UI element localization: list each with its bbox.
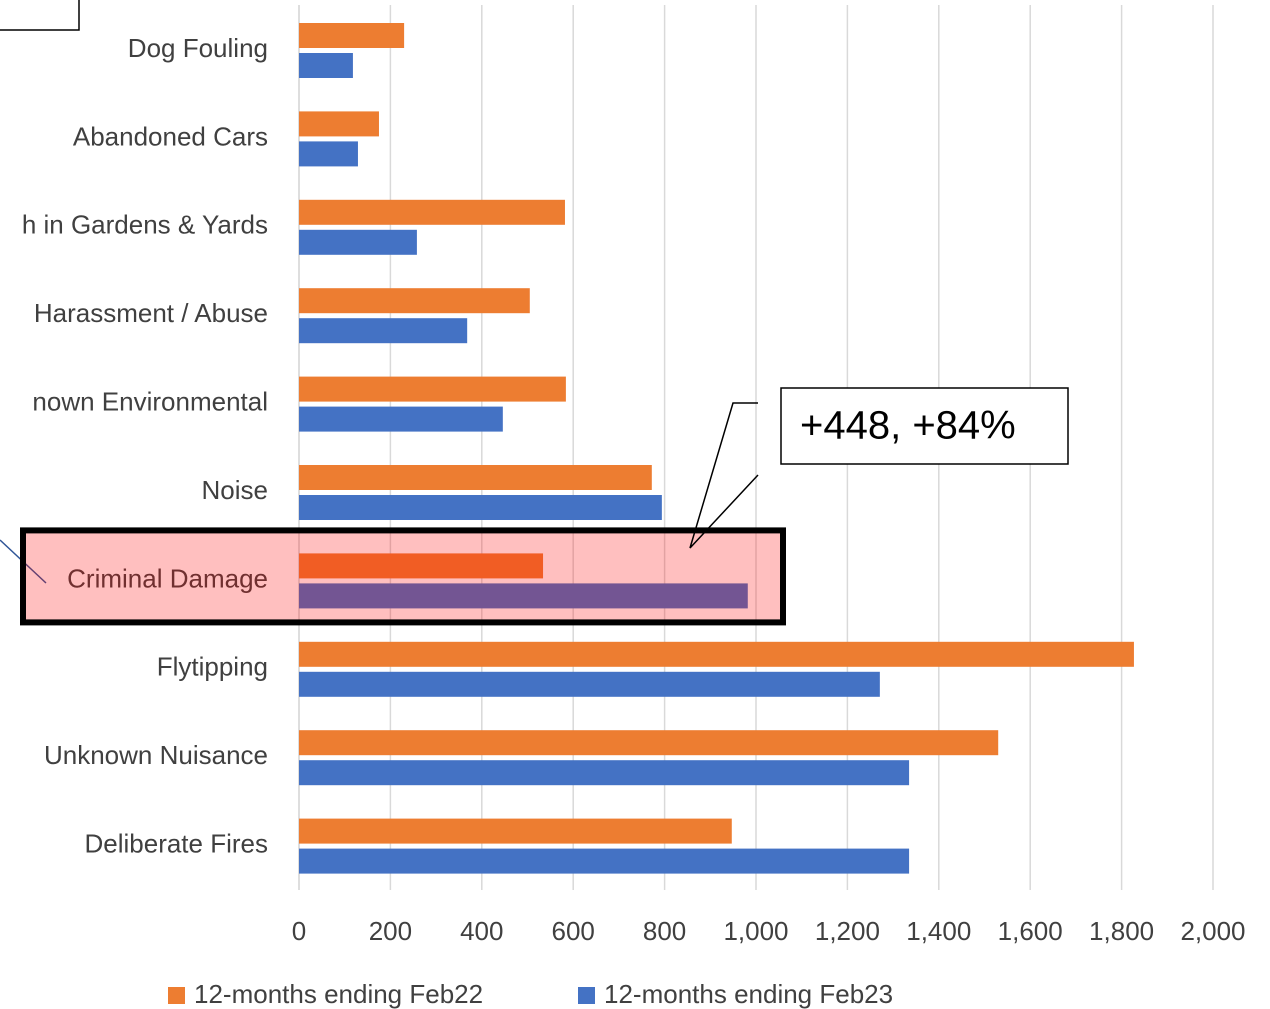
x-tick-label: 1,800 bbox=[1089, 916, 1154, 946]
y-tick-label: Criminal Damage bbox=[67, 563, 268, 593]
y-tick-label: Unknown Nuisance bbox=[44, 740, 268, 770]
bar bbox=[299, 671, 880, 697]
x-tick-label: 400 bbox=[460, 916, 503, 946]
legend-swatch bbox=[168, 987, 185, 1004]
x-tick-label: 800 bbox=[643, 916, 686, 946]
y-tick-label: Deliberate Fires bbox=[84, 828, 268, 858]
annotation: +448, +84% bbox=[800, 404, 1016, 448]
y-tick-label: Harassment / Abuse bbox=[34, 298, 268, 328]
bar bbox=[299, 318, 468, 344]
y-tick-label: nown Environmental bbox=[32, 386, 268, 416]
bar bbox=[299, 495, 662, 520]
bar bbox=[299, 23, 405, 48]
highlight-box bbox=[20, 527, 786, 626]
x-tick-label: 1,600 bbox=[998, 916, 1063, 946]
x-tick-label: 1,400 bbox=[906, 916, 971, 946]
bar bbox=[299, 848, 910, 874]
bar bbox=[299, 229, 417, 255]
callout-box bbox=[780, 387, 1069, 465]
y-tick-label: h in Gardens & Yards bbox=[22, 210, 268, 240]
y-tick-label: Flytipping bbox=[157, 652, 268, 682]
x-tick-label: 1,000 bbox=[723, 916, 788, 946]
bar bbox=[299, 199, 565, 225]
bar bbox=[299, 406, 503, 432]
bar bbox=[299, 376, 566, 402]
y-tick-label: Noise bbox=[202, 475, 268, 505]
bar bbox=[299, 760, 910, 786]
bar bbox=[299, 141, 358, 167]
legend-label: 12-months ending Feb22 bbox=[194, 979, 483, 1009]
bar bbox=[299, 641, 1134, 667]
bar bbox=[299, 730, 999, 756]
y-tick-label: Dog Fouling bbox=[128, 33, 268, 63]
bar bbox=[299, 583, 748, 609]
x-tick-label: 2,000 bbox=[1180, 916, 1245, 946]
bar bbox=[299, 288, 530, 314]
x-tick-label: 600 bbox=[552, 916, 595, 946]
bar bbox=[299, 111, 379, 137]
y-tick-label: Abandoned Cars bbox=[73, 121, 268, 151]
callout-pointer bbox=[689, 402, 759, 549]
bar bbox=[299, 53, 353, 78]
bar bbox=[299, 818, 732, 844]
x-tick-label: 1,200 bbox=[815, 916, 880, 946]
legend-label: 12-months ending Feb23 bbox=[604, 979, 893, 1009]
x-tick-label: 0 bbox=[292, 916, 306, 946]
cropped-box bbox=[0, 0, 80, 31]
bar bbox=[299, 465, 652, 490]
bar bbox=[299, 553, 544, 579]
legend-swatch bbox=[578, 987, 595, 1004]
x-tick-label: 200 bbox=[369, 916, 412, 946]
